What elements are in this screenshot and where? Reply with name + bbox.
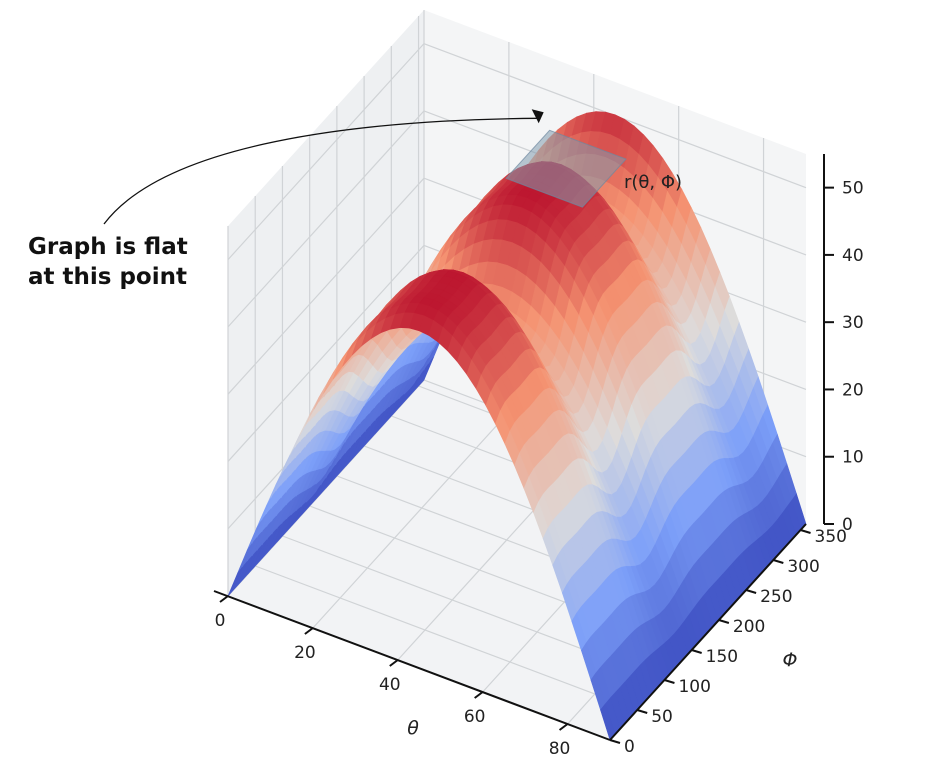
tangent-plane <box>505 129 627 208</box>
theta-axis-line <box>213 590 611 741</box>
phi-tick <box>800 529 811 534</box>
theta-tick-label: 80 <box>549 739 571 759</box>
phi-tick-label: 300 <box>787 557 819 577</box>
theta-tick-label: 60 <box>464 707 486 727</box>
r-tick-label: 30 <box>842 313 864 333</box>
phi-tick <box>664 679 675 684</box>
left-pane <box>228 10 424 596</box>
left-gridline <box>227 110 425 328</box>
flat-point-plane <box>505 129 627 208</box>
theta-tick <box>389 659 399 667</box>
theta-tick <box>474 691 484 699</box>
phi-tick <box>691 649 702 654</box>
phi-tick-label: 150 <box>706 647 738 667</box>
phi-tick-label: 200 <box>733 617 765 637</box>
annotation-arrowhead <box>531 109 544 124</box>
surface-label: r(θ, Φ) <box>624 172 682 193</box>
theta-tick <box>304 627 314 635</box>
theta-tick-label: 20 <box>294 643 316 663</box>
annotation-line-2: at this point <box>28 264 187 290</box>
annotation-arrow <box>103 117 539 225</box>
phi-tick-label: 0 <box>624 737 635 757</box>
phi-tick-label: 250 <box>760 587 792 607</box>
r-tick-label: 40 <box>842 246 864 266</box>
r-tick-label: 0 <box>842 515 853 535</box>
phi-tick-label: 350 <box>815 527 847 547</box>
theta-axis-label: θ <box>407 717 419 739</box>
r-tick-label: 50 <box>842 179 864 199</box>
phi-tick <box>773 559 784 564</box>
axes <box>213 154 834 744</box>
surface-patch <box>227 566 243 597</box>
theta-tick <box>219 595 229 603</box>
left-gridline <box>227 43 425 261</box>
surface-mesh <box>227 111 807 741</box>
phi-axis-label: Φ <box>783 649 798 671</box>
phi-tick <box>745 589 757 594</box>
theta-tick-label: 40 <box>379 675 401 695</box>
phi-tick-label: 50 <box>651 707 673 727</box>
theta-tick-label: 0 <box>215 611 226 631</box>
floor-gridline <box>255 565 638 711</box>
phi-tick <box>718 619 730 624</box>
theta-tick <box>558 723 569 731</box>
phi-tick-label: 100 <box>678 677 710 697</box>
annotation-line-1: Graph is flat <box>28 234 188 260</box>
phi-tick <box>609 739 621 744</box>
left-gridline <box>227 245 425 462</box>
r-tick-label: 10 <box>842 448 864 468</box>
phi-tick <box>636 709 648 714</box>
left-gridline <box>227 177 425 395</box>
r-tick-label: 20 <box>842 380 864 400</box>
